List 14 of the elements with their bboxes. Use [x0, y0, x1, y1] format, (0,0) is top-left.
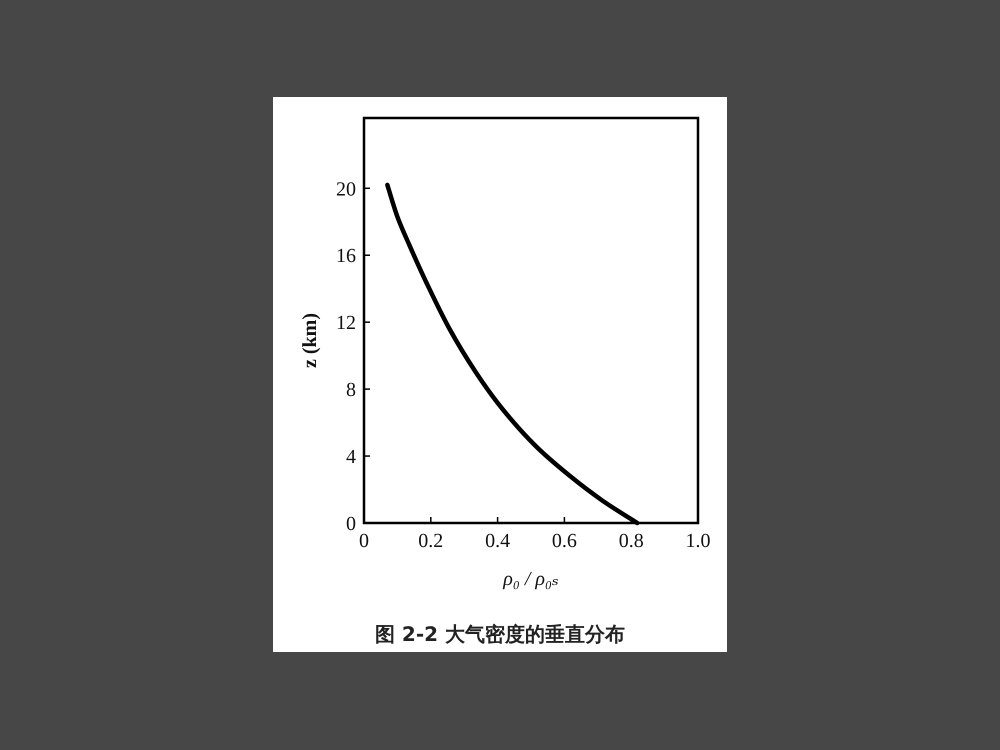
- y-tick-label: 16: [336, 245, 356, 268]
- x-tick-label: 1.0: [686, 530, 710, 552]
- x-axis-title: ρ₀ / ρ₀ₛ: [502, 568, 559, 590]
- y-tick-label: 8: [346, 379, 356, 402]
- y-tick-label: 20: [336, 178, 356, 200]
- x-tick-label: 0.2: [418, 530, 444, 552]
- y-axis-title: z (km): [299, 313, 321, 368]
- x-tick-label: 0.8: [618, 530, 644, 552]
- x-tick-label: 0.4: [485, 530, 510, 552]
- x-tick-label: 0.6: [552, 530, 577, 552]
- y-tick-label: 12: [336, 312, 356, 334]
- y-tick-label: 0: [346, 513, 356, 535]
- y-tick-label: 4: [346, 446, 356, 468]
- caption: 图 2-2 大气密度的垂直分布: [374, 622, 626, 646]
